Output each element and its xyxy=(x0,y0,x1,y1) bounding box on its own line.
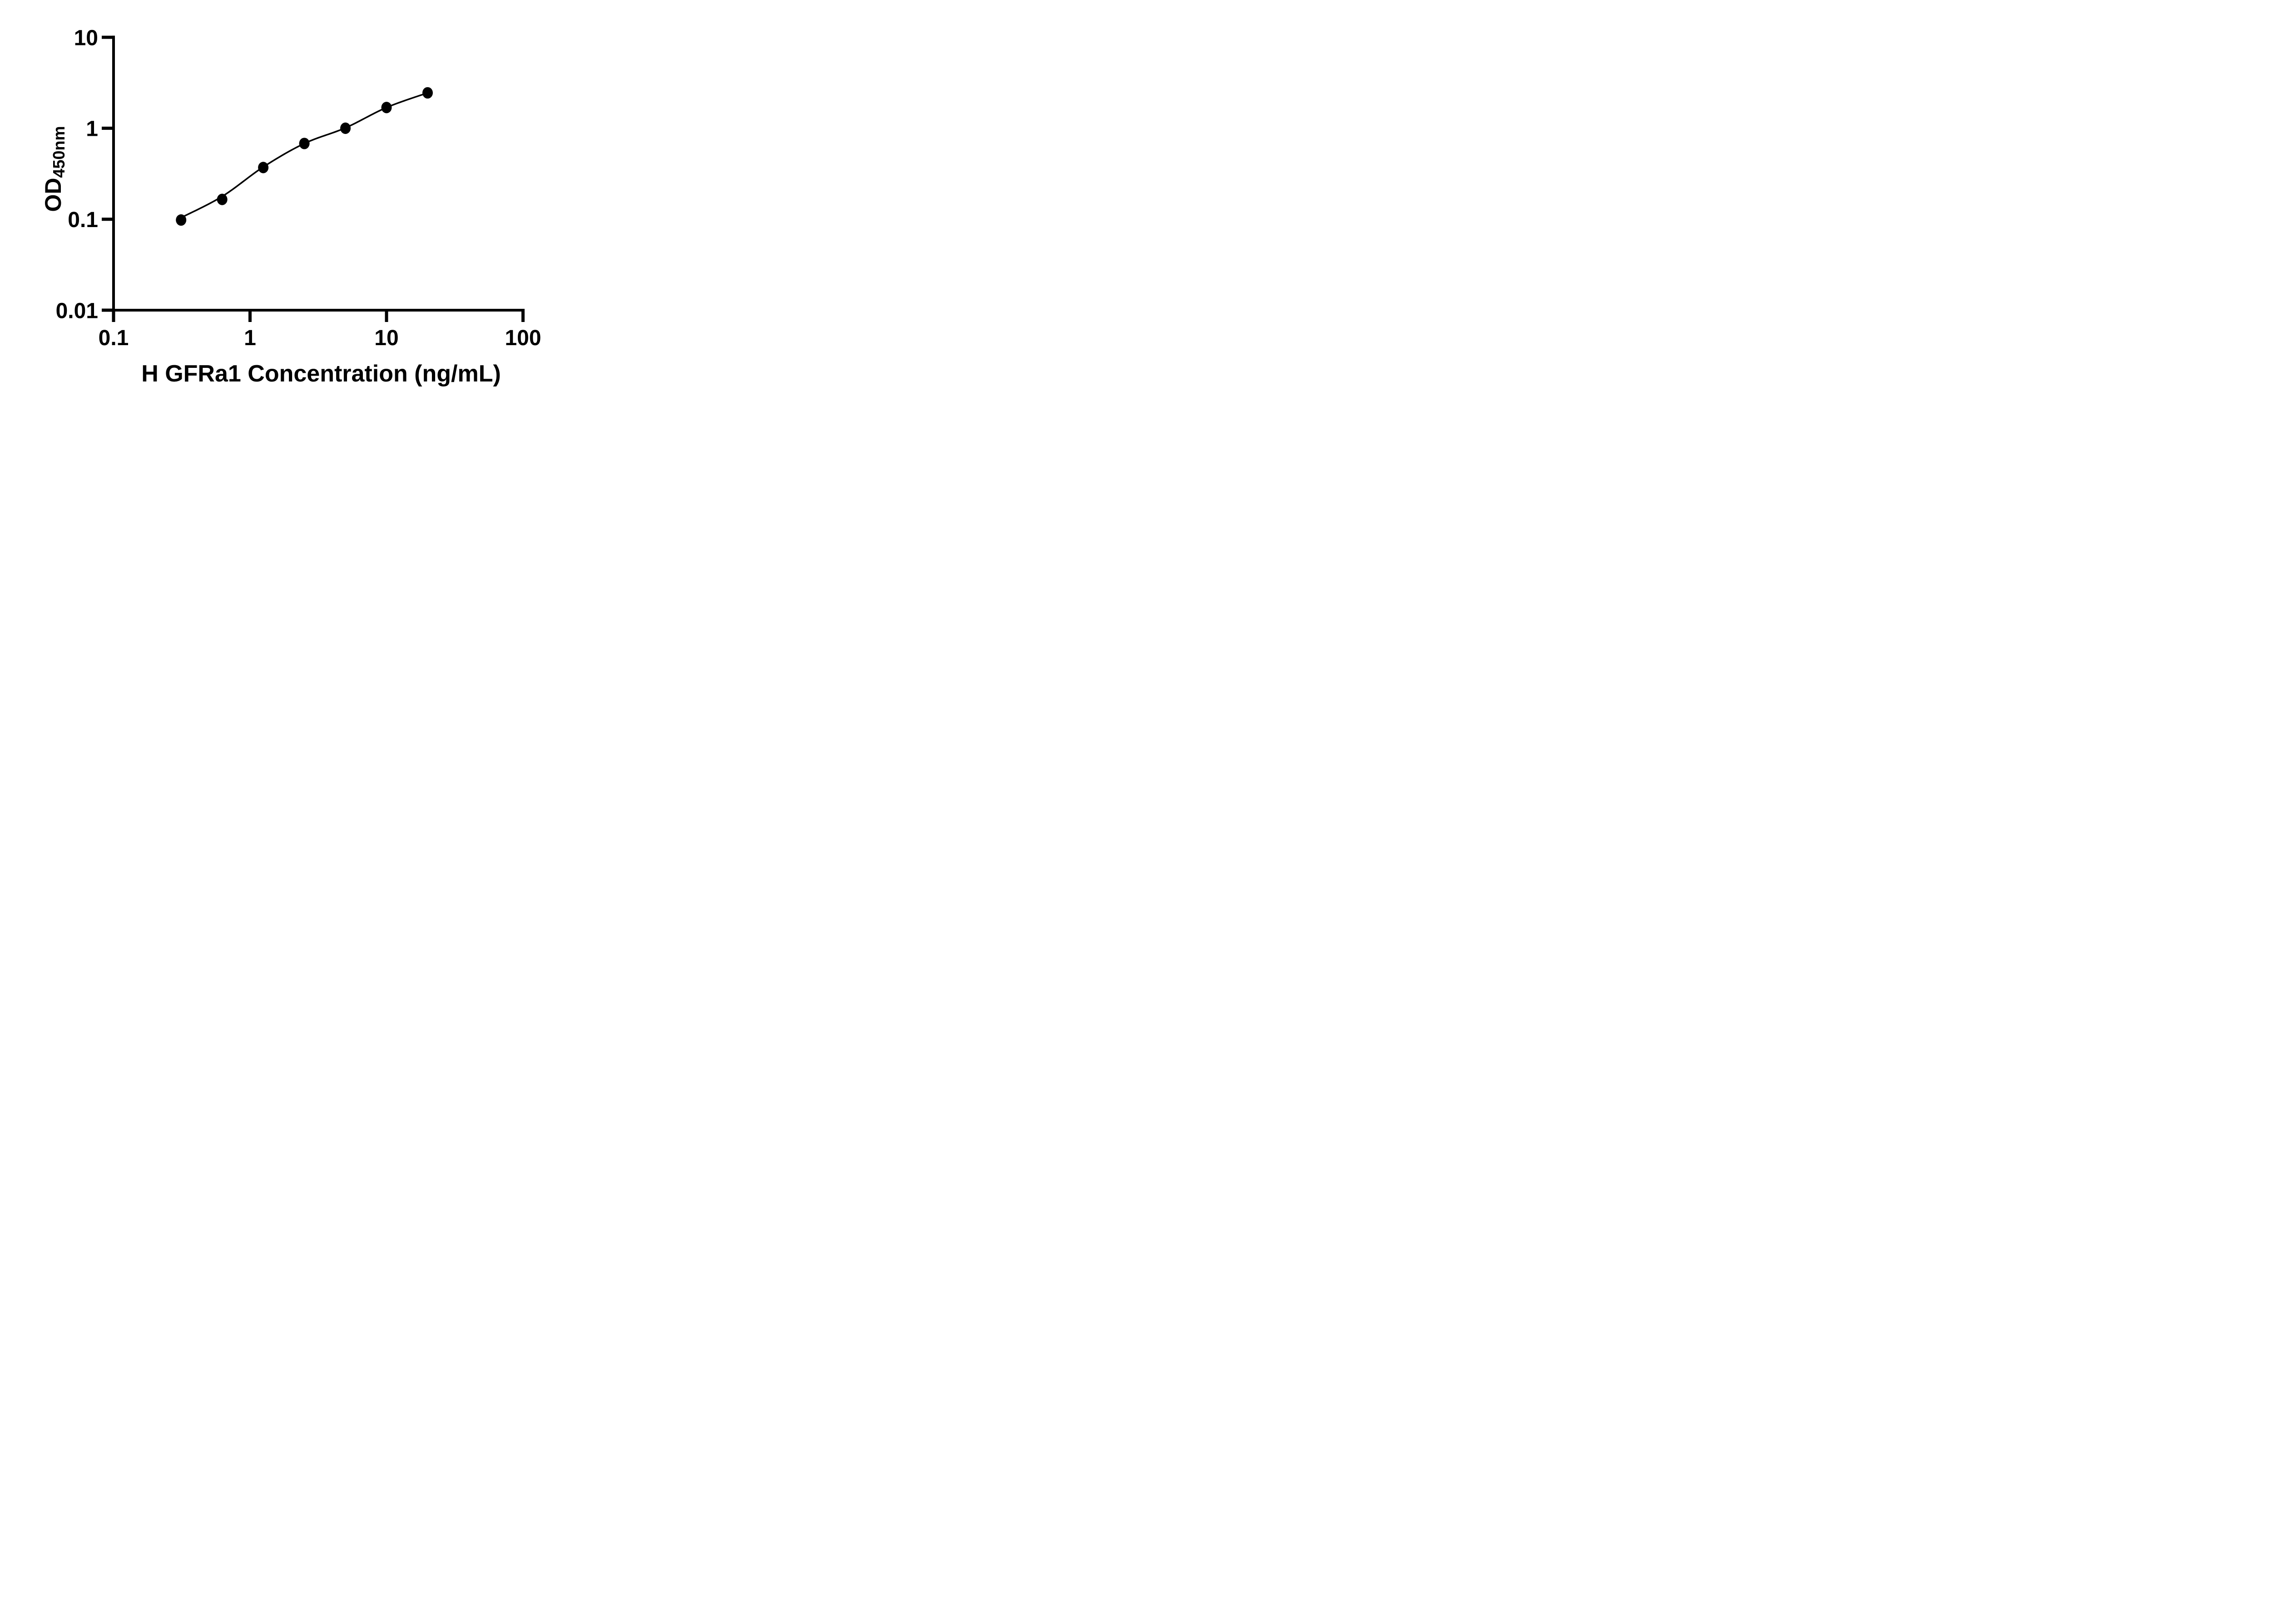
y-tick-label: 10 xyxy=(74,26,98,50)
axis-lines xyxy=(112,35,525,312)
x-tick-label: 100 xyxy=(505,326,541,350)
data-point-marker xyxy=(381,102,392,114)
y-axis-title-sub: 450nm xyxy=(50,126,68,178)
chart-figure: 0.1 1 10 100 10 1 0.1 0.01 H GFRa1 Concentratio… xyxy=(0,0,587,406)
data-point-marker xyxy=(422,87,433,99)
x-tick-label: 1 xyxy=(244,326,256,350)
x-axis-title: H GFRa1 Concentration (ng/mL) xyxy=(141,361,501,387)
data-point-marker xyxy=(299,138,310,149)
data-point-marker xyxy=(258,162,269,173)
x-tick-label: 10 xyxy=(374,326,398,350)
data-point-marker xyxy=(176,214,187,226)
y-tick-label: 0.1 xyxy=(68,208,98,232)
y-tick-label: 0.01 xyxy=(56,299,98,323)
data-point-marker xyxy=(340,122,351,134)
data-point-marker xyxy=(217,193,228,205)
y-axis-title: OD450nm xyxy=(40,126,68,212)
y-tick-label: 1 xyxy=(86,117,98,141)
y-axis-title-main: OD xyxy=(40,178,66,212)
x-tick-label: 0.1 xyxy=(99,326,129,350)
